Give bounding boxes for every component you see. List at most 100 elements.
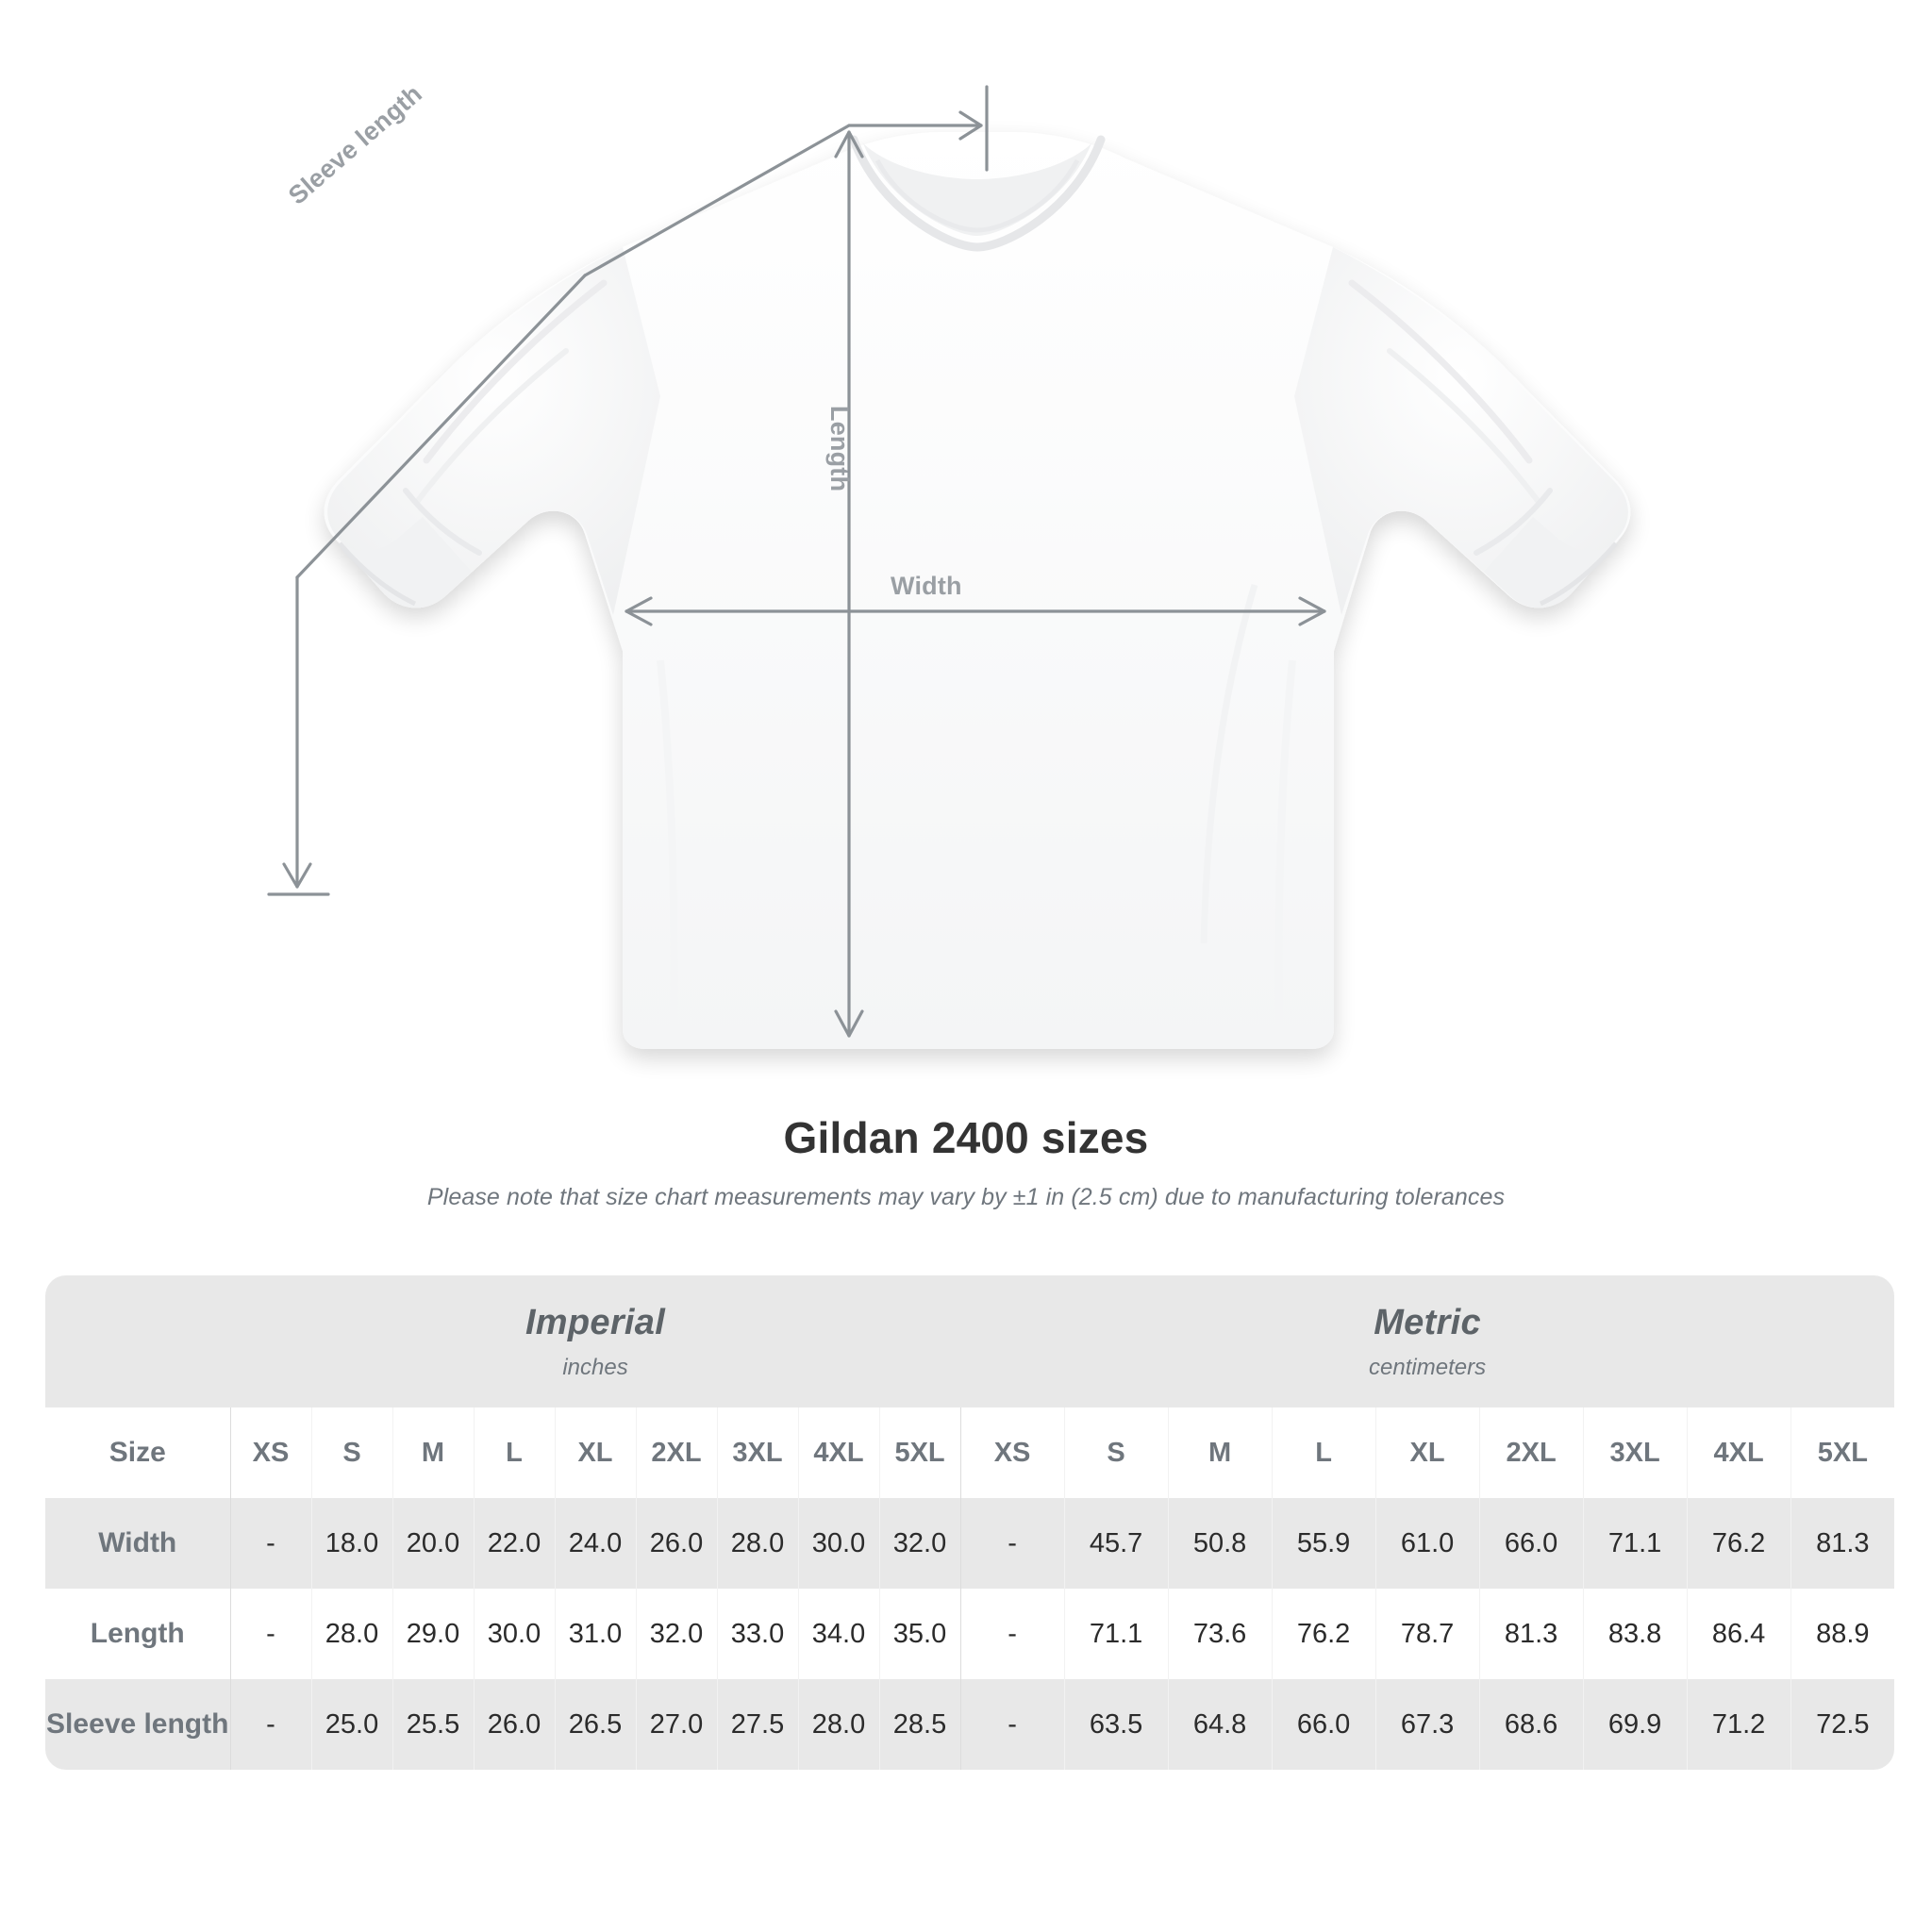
width-dimension xyxy=(625,596,1326,626)
size-col-imperial-2xl: 2XL xyxy=(635,1407,717,1498)
size-col-imperial-4xl: 4XL xyxy=(797,1407,879,1498)
unit-sub-metric: centimeters xyxy=(1369,1354,1487,1380)
cell-sleeve-metric-xl: 67.3 xyxy=(1374,1679,1480,1770)
cell-sleeve-metric-2xl: 68.6 xyxy=(1478,1679,1584,1770)
unit-name-imperial: Imperial xyxy=(525,1302,666,1342)
table-row: Length - 28.0 29.0 30.0 31.0 32.0 33.0 3… xyxy=(45,1589,1895,1679)
cell-sleeve-metric-xs: - xyxy=(959,1679,1065,1770)
size-col-metric-s: S xyxy=(1063,1407,1169,1498)
size-col-imperial-s: S xyxy=(310,1407,392,1498)
size-col-imperial-5xl: 5XL xyxy=(878,1407,961,1498)
cell-length-imperial-m: 29.0 xyxy=(391,1589,474,1679)
right-sleeve xyxy=(1294,247,1628,615)
collar xyxy=(849,135,1106,252)
cell-sleeve-imperial-3xl: 27.5 xyxy=(716,1679,798,1770)
cell-sleeve-imperial-l: 26.0 xyxy=(473,1679,555,1770)
cell-sleeve-metric-s: 63.5 xyxy=(1063,1679,1169,1770)
unit-header-imperial: Imperial inches xyxy=(230,1275,961,1407)
unit-sub-imperial: inches xyxy=(562,1354,628,1380)
cell-width-metric-5xl: 81.3 xyxy=(1790,1498,1895,1589)
unit-header-row: Imperial inches Metric centimeters xyxy=(45,1275,1895,1407)
size-col-imperial-3xl: 3XL xyxy=(716,1407,798,1498)
cell-sleeve-imperial-s: 25.0 xyxy=(310,1679,392,1770)
row-label-length: Length xyxy=(45,1589,230,1679)
cell-length-imperial-4xl: 34.0 xyxy=(797,1589,879,1679)
size-col-imperial-l: L xyxy=(473,1407,555,1498)
cell-width-metric-3xl: 71.1 xyxy=(1582,1498,1688,1589)
cell-width-metric-4xl: 76.2 xyxy=(1686,1498,1791,1589)
cell-width-imperial-xl: 24.0 xyxy=(554,1498,636,1589)
sleeve-length-dimension xyxy=(267,85,989,896)
cell-width-imperial-4xl: 30.0 xyxy=(797,1498,879,1589)
cell-sleeve-imperial-5xl: 28.5 xyxy=(878,1679,961,1770)
cell-width-metric-xs: - xyxy=(959,1498,1065,1589)
table-row: Sleeve length - 25.0 25.5 26.0 26.5 27.0… xyxy=(45,1679,1895,1770)
cell-length-metric-l: 76.2 xyxy=(1271,1589,1376,1679)
size-col-imperial-m: M xyxy=(391,1407,474,1498)
cell-width-metric-m: 50.8 xyxy=(1167,1498,1273,1589)
torso-folds xyxy=(657,583,1296,1029)
cell-width-imperial-3xl: 28.0 xyxy=(716,1498,798,1589)
page-subtitle: Please note that size chart measurements… xyxy=(426,1183,1506,1210)
size-table: Imperial inches Metric centimeters Size … xyxy=(45,1275,1895,1770)
cell-width-imperial-xs: - xyxy=(229,1498,311,1589)
cell-sleeve-metric-4xl: 71.2 xyxy=(1686,1679,1791,1770)
cell-length-imperial-2xl: 32.0 xyxy=(635,1589,717,1679)
row-label-width: Width xyxy=(45,1498,230,1589)
unit-header-spacer xyxy=(45,1275,230,1407)
cell-width-metric-s: 45.7 xyxy=(1063,1498,1169,1589)
cell-length-imperial-l: 30.0 xyxy=(473,1589,555,1679)
table-row: Width - 18.0 20.0 22.0 24.0 26.0 28.0 30… xyxy=(45,1498,1895,1589)
unit-name-metric: Metric xyxy=(1374,1302,1481,1342)
cell-length-imperial-5xl: 35.0 xyxy=(878,1589,961,1679)
length-dimension xyxy=(834,130,864,1038)
size-col-metric-l: L xyxy=(1271,1407,1376,1498)
cell-width-imperial-5xl: 32.0 xyxy=(878,1498,961,1589)
cell-sleeve-imperial-xl: 26.5 xyxy=(554,1679,636,1770)
cell-width-metric-l: 55.9 xyxy=(1271,1498,1376,1589)
cell-sleeve-imperial-4xl: 28.0 xyxy=(797,1679,879,1770)
shirt-illustration xyxy=(267,85,1631,1049)
cell-width-imperial-l: 22.0 xyxy=(473,1498,555,1589)
cell-length-imperial-s: 28.0 xyxy=(310,1589,392,1679)
cell-sleeve-imperial-xs: - xyxy=(229,1679,311,1770)
cell-width-metric-xl: 61.0 xyxy=(1374,1498,1480,1589)
cell-length-metric-5xl: 88.9 xyxy=(1790,1589,1895,1679)
cell-sleeve-metric-l: 66.0 xyxy=(1271,1679,1376,1770)
cell-sleeve-imperial-m: 25.5 xyxy=(391,1679,474,1770)
size-col-imperial-xs: XS xyxy=(229,1407,311,1498)
cell-sleeve-metric-5xl: 72.5 xyxy=(1790,1679,1895,1770)
cell-length-imperial-3xl: 33.0 xyxy=(716,1589,798,1679)
title-block: Gildan 2400 sizes Please note that size … xyxy=(0,1113,1932,1211)
cell-length-imperial-xl: 31.0 xyxy=(554,1589,636,1679)
garment-diagram: Sleeve length Length Width xyxy=(267,79,1631,1049)
cell-length-metric-3xl: 83.8 xyxy=(1582,1589,1688,1679)
cell-sleeve-metric-3xl: 69.9 xyxy=(1582,1679,1688,1770)
left-sleeve xyxy=(327,247,660,615)
cell-sleeve-imperial-2xl: 27.0 xyxy=(635,1679,717,1770)
row-label-sleeve-length: Sleeve length xyxy=(45,1679,230,1770)
size-header-row: Size XS S M L XL 2XL 3XL 4XL 5XL XS S M … xyxy=(45,1407,1895,1498)
cell-length-metric-xl: 78.7 xyxy=(1374,1589,1480,1679)
size-col-metric-3xl: 3XL xyxy=(1582,1407,1688,1498)
cell-width-imperial-s: 18.0 xyxy=(310,1498,392,1589)
cell-length-metric-s: 71.1 xyxy=(1063,1589,1169,1679)
page-title: Gildan 2400 sizes xyxy=(783,1113,1149,1162)
size-col-metric-xs: XS xyxy=(959,1407,1065,1498)
cell-length-metric-4xl: 86.4 xyxy=(1686,1589,1791,1679)
length-label: Length xyxy=(825,406,854,492)
size-col-metric-xl: XL xyxy=(1374,1407,1480,1498)
cell-width-imperial-m: 20.0 xyxy=(391,1498,474,1589)
cell-length-metric-xs: - xyxy=(959,1589,1065,1679)
cell-width-metric-2xl: 66.0 xyxy=(1478,1498,1584,1589)
cell-sleeve-metric-m: 64.8 xyxy=(1167,1679,1273,1770)
size-header-cell: Size xyxy=(45,1407,230,1498)
cell-length-metric-m: 73.6 xyxy=(1167,1589,1273,1679)
unit-header-metric: Metric centimeters xyxy=(960,1275,1895,1407)
cell-length-imperial-xs: - xyxy=(229,1589,311,1679)
size-col-metric-5xl: 5XL xyxy=(1790,1407,1895,1498)
size-col-imperial-xl: XL xyxy=(554,1407,636,1498)
cell-width-imperial-2xl: 26.0 xyxy=(635,1498,717,1589)
width-label: Width xyxy=(891,572,962,600)
